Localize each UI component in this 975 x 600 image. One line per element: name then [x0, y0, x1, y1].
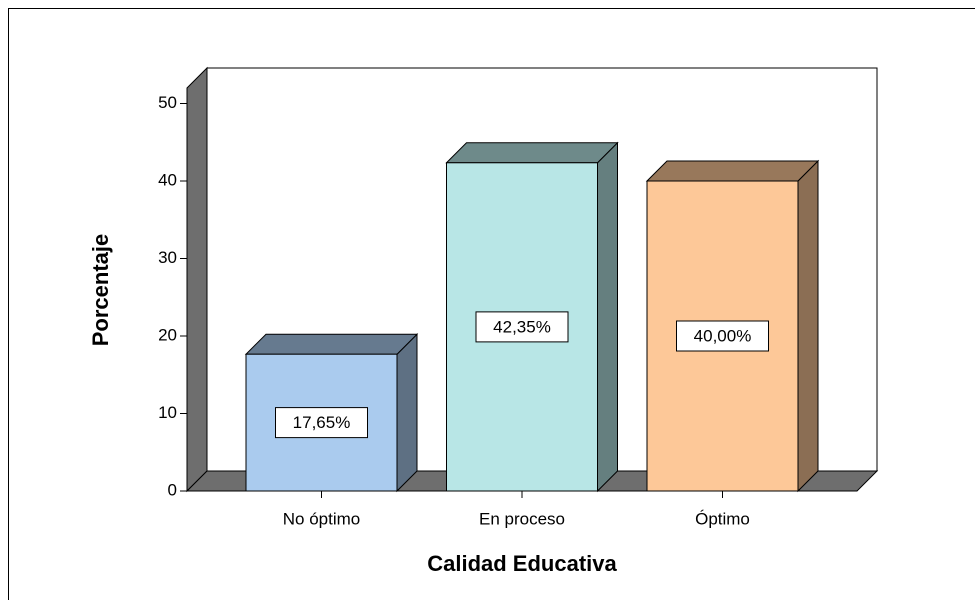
bar-top: [244, 333, 419, 355]
side-wall: [186, 66, 208, 493]
bar-side: [597, 141, 618, 493]
bar-top: [445, 142, 619, 164]
y-tick-label: 10: [158, 403, 177, 422]
bar-side: [396, 333, 418, 493]
y-tick-label: 20: [158, 325, 177, 344]
x-tick-label: No óptimo: [283, 509, 360, 528]
value-label-box: [676, 320, 769, 352]
value-label: 42,35%: [493, 317, 551, 336]
value-label: 17,65%: [293, 413, 351, 432]
y-tick-label: 40: [158, 170, 177, 189]
value-label-box: [275, 407, 368, 439]
x-tick-label: Óptimo: [695, 509, 750, 528]
value-label-box: [475, 311, 569, 343]
bar-side: [797, 159, 819, 493]
x-axis-title: Calidad Educativa: [427, 551, 617, 576]
y-tick-label: 30: [158, 248, 177, 267]
x-tick-label: En proceso: [479, 509, 565, 528]
y-axis-title: Porcentaje: [88, 234, 113, 347]
bar-top: [645, 160, 820, 182]
y-tick-label: 0: [168, 480, 177, 499]
y-tick-label: 50: [158, 93, 177, 112]
value-label: 40,00%: [694, 326, 752, 345]
